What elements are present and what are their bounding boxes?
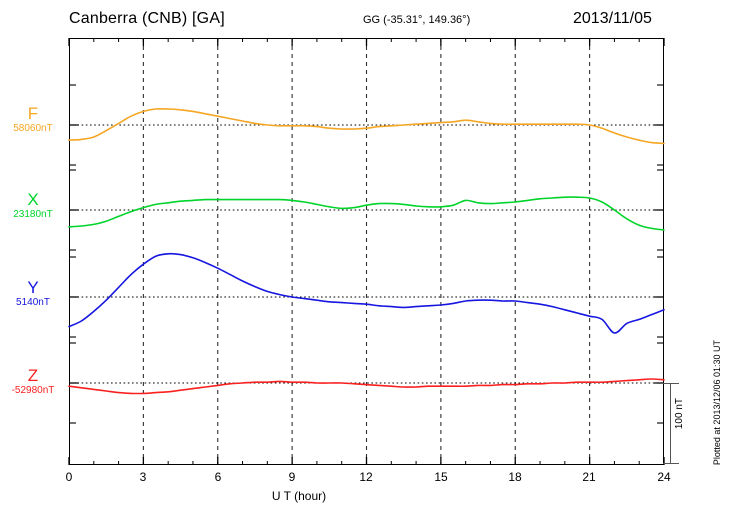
component-label-f: F 58060nT (0, 104, 66, 135)
component-baseline-f: 58060nT (13, 123, 53, 134)
plotted-timestamp: Plotted at 2013/12/06 01:30 UT (712, 340, 722, 466)
x-tick-label-6: 6 (214, 470, 222, 484)
component-label-y: Y 5140nT (0, 278, 66, 309)
x-tick-label-15: 15 (434, 470, 448, 484)
component-label-x: X 23180nT (0, 190, 66, 221)
x-tick-label-21: 21 (582, 470, 596, 484)
gridlines (142, 38, 591, 465)
trace-f (68, 107, 665, 145)
x-tick-label-9: 9 (288, 470, 296, 484)
component-symbol-y: Y (27, 278, 39, 297)
x-axis-ticks (68, 38, 665, 465)
component-label-z: Z -52980nT (0, 366, 66, 397)
component-symbol-x: X (27, 190, 39, 209)
trace-y (68, 252, 665, 334)
scale-bar-bottom-cap (663, 463, 679, 465)
station-title: Canberra (CNB) [GA] (69, 10, 225, 27)
x-tick-label-3: 3 (139, 470, 147, 484)
component-symbol-f: F (27, 104, 39, 123)
component-baseline-x: 23180nT (13, 209, 53, 220)
scale-bar-label: 100 nT (674, 398, 685, 430)
scale-bar (670, 383, 672, 464)
x-axis-title-text: U T (hour) (271, 489, 327, 503)
data-traces (68, 107, 665, 395)
component-baseline-z: -52980nT (11, 385, 55, 396)
x-tick-label-24: 24 (657, 470, 671, 484)
x-tick-label-18: 18 (508, 470, 522, 484)
trace-x (68, 196, 665, 231)
component-symbol-z: Z (27, 366, 39, 385)
x-tick-label-12: 12 (359, 470, 373, 484)
observation-date: 2013/11/05 (573, 10, 652, 27)
magnetogram-plot (68, 38, 665, 465)
x-axis-title: U T (hour) (0, 489, 730, 503)
y-axis-ticks (69, 84, 664, 424)
x-tick-label-0: 0 (65, 470, 73, 484)
geographic-coordinates: GG (-35.31°, 149.36°) (363, 14, 471, 26)
trace-z (68, 378, 665, 395)
component-baseline-y: 5140nT (16, 297, 50, 308)
